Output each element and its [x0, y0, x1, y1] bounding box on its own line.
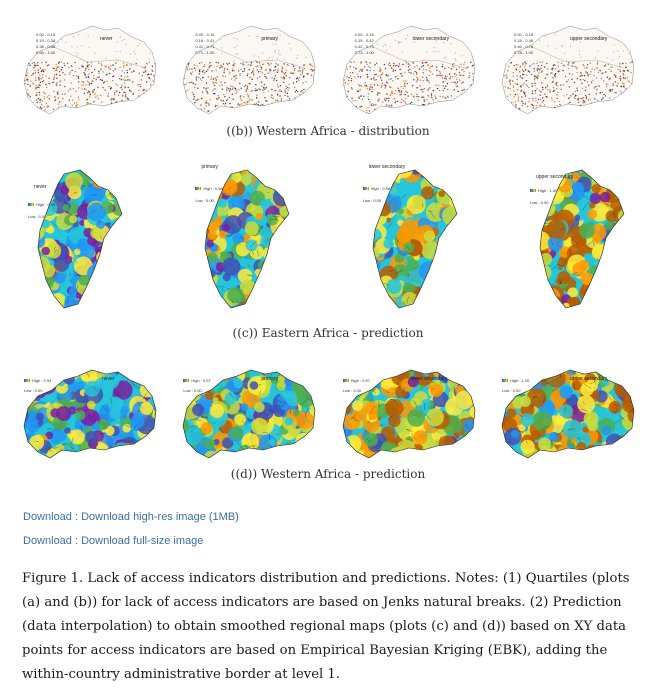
map-panel-wa-dist-lower-secondary: lower secondary 0.00 - 0.15 0.15 - 0.42 …: [337, 22, 479, 118]
quartile-legend: 0.00 - 0.16 0.16 - 0.41 0.41 - 0.71 0.71…: [195, 32, 214, 56]
panel-title: primary: [201, 164, 218, 170]
panel-title: never: [100, 36, 113, 42]
legend-item: 0.71 - 1.00: [195, 50, 215, 55]
gradient-legend: High : 0.97 Low : 0.00: [183, 378, 211, 394]
legend-item: 0.00 - 0.16: [195, 32, 215, 37]
gradient-legend: High : 1.00 Low : 0.00: [501, 378, 530, 394]
legend-item: 0.78 - 1.00: [513, 50, 534, 55]
legend-low: Low : 0.00: [501, 388, 521, 393]
legend-item: 0.16 - 0.41: [195, 38, 215, 43]
legend-high: High : 0.97: [350, 378, 371, 383]
legend-high: High : 0.98: [203, 186, 223, 191]
panel-title: lower secondary: [368, 164, 406, 170]
panel-title: primary: [261, 36, 278, 42]
row-western-prediction: never High : 0.94 Low : 0.00 primary Hig…: [18, 366, 638, 462]
map-panel-ea-pred-upper-secondary: upper secondary High : 1.00 Low : 0.00: [526, 164, 632, 312]
eastern-africa-prediction-map: [372, 169, 457, 309]
legend-item: 0.73 - 1.00: [354, 50, 374, 55]
gradient-legend: High : 0.94 Low : 0.00: [24, 378, 51, 394]
panel-title: lower secondary: [412, 36, 450, 42]
legend-item: 0.38 - 0.68: [36, 44, 56, 49]
legend-item: 0.68 - 1.00: [36, 50, 56, 55]
legend-low: Low : 0.00: [362, 198, 382, 203]
map-panel-wa-pred-primary: primary High : 0.97 Low : 0.00: [177, 366, 319, 462]
row-western-distribution: never 0.00 - 0.15 0.15 - 0.38 0.38 - 0.6…: [18, 22, 638, 118]
western-africa-prediction-map: [183, 369, 316, 459]
panel-title: upper secondary: [569, 36, 608, 42]
gradient-legend: High : 0.98 Low : 0.00: [195, 186, 223, 204]
legend-high: High : 1.00: [537, 188, 558, 193]
legend-item: 0.00 - 0.18: [513, 32, 534, 37]
quartile-legend: 0.00 - 0.15 0.15 - 0.42 0.42 - 0.73 0.73…: [355, 32, 374, 56]
legend-item: 0.41 - 0.71: [195, 44, 215, 49]
map-panel-wa-dist-primary: primary 0.00 - 0.16 0.16 - 0.41 0.41 - 0…: [177, 22, 319, 118]
legend-item: 0.18 - 0.46: [513, 38, 534, 43]
map-panel-ea-pred-never: never High : 0.95 Low : 0.00: [24, 164, 130, 312]
panel-title: upper secondary: [535, 174, 574, 180]
subfigure-caption-d: ((d)) Western Africa - prediction: [230, 467, 426, 481]
map-panel-wa-pred-never: never High : 0.94 Low : 0.00: [18, 366, 160, 462]
legend-high: High : 0.95: [36, 202, 56, 207]
panel-title: upper secondary: [569, 376, 608, 382]
quartile-legend: 0.00 - 0.18 0.18 - 0.46 0.46 - 0.78 0.78…: [514, 32, 533, 56]
western-africa-distribution-map: [23, 25, 157, 115]
legend-high: High : 0.98: [370, 186, 391, 191]
map-panel-wa-pred-upper-secondary: upper secondary High : 1.00 Low : 0.00: [496, 366, 638, 462]
legend-high: High : 1.00: [509, 378, 530, 383]
western-africa-distribution-map: [501, 25, 635, 115]
legend-high: High : 0.94: [32, 378, 52, 383]
figure-caption: Figure 1. Lack of access indicators dist…: [22, 571, 630, 682]
legend-low: Low : 0.00: [195, 198, 214, 203]
western-africa-prediction-map: [501, 369, 635, 459]
quartile-legend: 0.00 - 0.15 0.15 - 0.38 0.38 - 0.68 0.68…: [36, 32, 55, 56]
subfigure-caption-c: ((c)) Eastern Africa - prediction: [232, 326, 424, 340]
legend-low: Low : 0.00: [183, 388, 202, 393]
western-africa-distribution-map: [183, 25, 316, 115]
map-panel-wa-dist-never: never 0.00 - 0.15 0.15 - 0.38 0.38 - 0.6…: [18, 22, 160, 118]
map-panel-wa-dist-upper-secondary: upper secondary 0.00 - 0.18 0.18 - 0.46 …: [496, 22, 638, 118]
row-eastern-prediction: never High : 0.95 Low : 0.00 primary Hig…: [18, 164, 638, 312]
panel-title: never: [102, 376, 115, 382]
legend-low: Low : 0.00: [24, 388, 43, 393]
subfigure-caption-b: ((b)) Western Africa - distribution: [226, 124, 430, 138]
eastern-africa-prediction-map: [539, 169, 625, 309]
legend-low: Low : 0.00: [342, 388, 362, 393]
panel-title: never: [34, 184, 47, 190]
gradient-legend: High : 0.98 Low : 0.00: [362, 186, 391, 204]
legend-low: Low : 0.00: [529, 200, 549, 205]
map-panel-ea-pred-lower-secondary: lower secondary High : 0.98 Low : 0.00: [359, 164, 465, 312]
panel-title: lower secondary: [410, 376, 448, 382]
legend-item: 0.42 - 0.73: [354, 44, 374, 49]
map-panel-wa-pred-lower-secondary: lower secondary High : 0.97 Low : 0.00: [337, 366, 479, 462]
legend-item: 0.46 - 0.78: [513, 44, 534, 49]
gradient-legend: High : 0.97 Low : 0.00: [342, 378, 371, 394]
legend-item: 0.15 - 0.42: [354, 38, 374, 43]
legend-item: 0.00 - 0.15: [354, 32, 374, 37]
download-high-res-link[interactable]: Download : Download high-res image (1MB): [23, 511, 239, 523]
download-full-size-link[interactable]: Download : Download full-size image: [23, 535, 204, 547]
map-panel-ea-pred-primary: primary High : 0.98 Low : 0.00: [191, 164, 297, 312]
figure-image: never 0.00 - 0.15 0.15 - 0.38 0.38 - 0.6…: [18, 0, 638, 502]
western-africa-prediction-map: [342, 369, 475, 459]
legend-high: High : 0.97: [191, 378, 211, 383]
eastern-africa-prediction-map: [37, 169, 123, 309]
western-africa-distribution-map: [342, 25, 475, 115]
legend-item: 0.15 - 0.38: [36, 38, 56, 43]
legend-item: 0.00 - 0.15: [36, 32, 56, 37]
eastern-africa-prediction-map: [205, 169, 290, 309]
legend-low: Low : 0.00: [28, 214, 47, 219]
western-africa-prediction-map: [23, 369, 157, 459]
gradient-legend: High : 0.95 Low : 0.00: [28, 202, 55, 220]
panel-title: primary: [261, 376, 278, 382]
gradient-legend: High : 1.00 Low : 0.00: [529, 188, 558, 206]
